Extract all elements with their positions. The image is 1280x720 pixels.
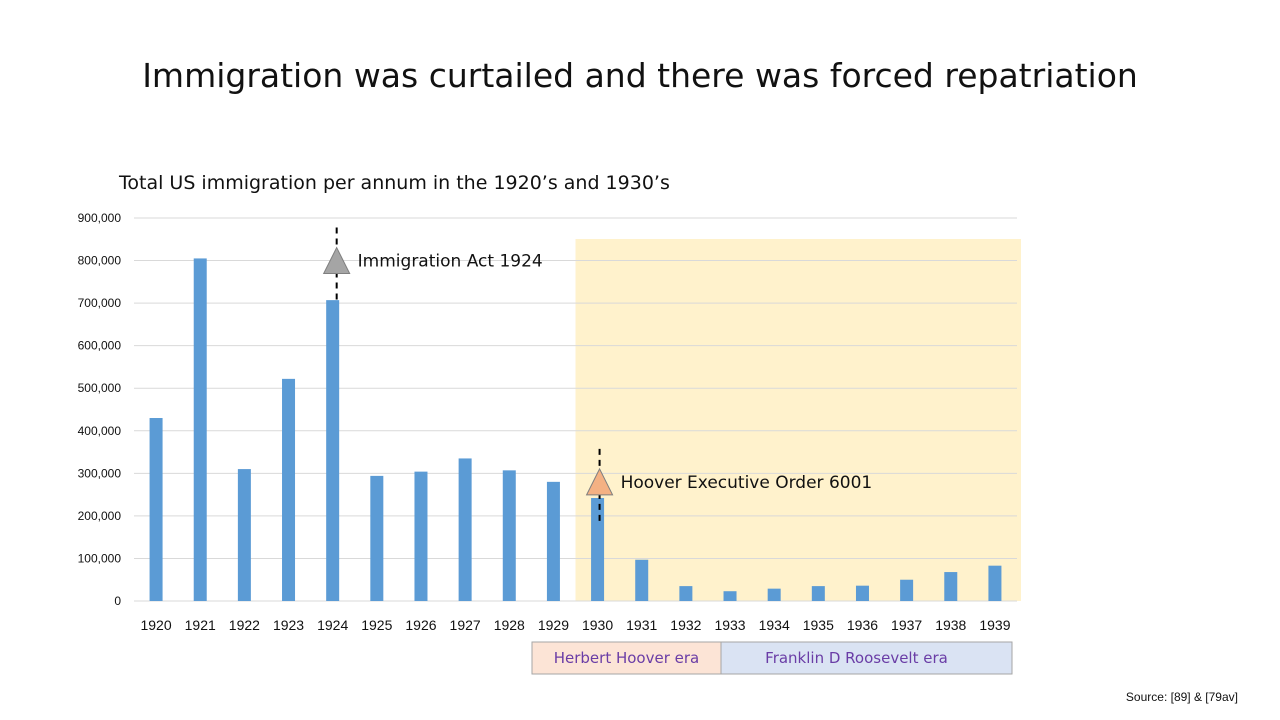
bar-1936 (855, 585, 869, 601)
bar-1924 (326, 300, 340, 601)
y-tick-label: 900,000 (78, 211, 122, 225)
y-tick-label: 700,000 (78, 296, 122, 310)
bar-1922 (237, 469, 251, 601)
y-tick-label: 300,000 (78, 466, 122, 480)
bar-1937 (900, 579, 914, 601)
x-tick-label: 1930 (582, 617, 613, 633)
chart-title: Total US immigration per annum in the 19… (119, 172, 670, 194)
bar-1931 (635, 559, 649, 601)
y-tick-label: 800,000 (78, 254, 122, 268)
source-citation: Source: [89] & [79av] (1125, 690, 1238, 704)
y-tick-label: 500,000 (78, 381, 122, 395)
y-tick-label: 100,000 (78, 551, 122, 565)
bar-1921 (193, 258, 207, 601)
x-tick-label: 1934 (759, 617, 790, 633)
annotation-label: Immigration Act 1924 (358, 252, 543, 272)
x-tick-label: 1939 (979, 617, 1010, 633)
bar-1933 (723, 591, 737, 601)
x-tick-label: 1925 (361, 617, 392, 633)
bar-1923 (282, 378, 296, 601)
era-label: Franklin D Roosevelt era (765, 649, 948, 667)
y-tick-label: 0 (114, 594, 121, 608)
x-tick-label: 1931 (626, 617, 657, 633)
x-tick-label: 1933 (714, 617, 745, 633)
era-label: Herbert Hoover era (554, 649, 700, 667)
bar-1928 (502, 470, 516, 601)
bar-1930 (591, 498, 605, 601)
x-tick-label: 1921 (185, 617, 216, 633)
x-tick-label: 1927 (450, 617, 481, 633)
x-tick-label: 1935 (803, 617, 834, 633)
highlight-region (575, 239, 1021, 601)
annotation-triangle-icon (585, 467, 614, 496)
y-tick-label: 600,000 (78, 339, 122, 353)
slide-title: Immigration was curtailed and there was … (142, 56, 1138, 95)
x-tick-label: 1924 (317, 617, 348, 633)
x-tick-label: 1928 (494, 617, 525, 633)
x-tick-label: 1937 (891, 617, 922, 633)
x-tick-label: 1938 (935, 617, 966, 633)
annotation-triangle-icon (322, 246, 351, 275)
bar-1925 (370, 475, 384, 601)
x-tick-label: 1926 (405, 617, 436, 633)
bar-1932 (679, 586, 693, 601)
y-tick-label: 400,000 (78, 424, 122, 438)
x-tick-label: 1929 (538, 617, 569, 633)
bar-1920 (149, 418, 163, 601)
x-tick-label: 1923 (273, 617, 304, 633)
era-box (720, 641, 1013, 675)
bar-1935 (811, 586, 825, 601)
x-tick-label: 1922 (229, 617, 260, 633)
x-tick-label: 1932 (670, 617, 701, 633)
annotation-label: Hoover Executive Order 6001 (621, 473, 873, 493)
bar-1938 (944, 572, 958, 601)
bar-1929 (546, 481, 560, 601)
era-box (531, 641, 722, 675)
bar-1934 (767, 588, 781, 601)
y-tick-label: 200,000 (78, 509, 122, 523)
x-tick-label: 1920 (140, 617, 171, 633)
bar-1927 (458, 458, 472, 601)
x-tick-label: 1936 (847, 617, 878, 633)
bar-1939 (988, 565, 1002, 601)
bar-1926 (414, 471, 428, 601)
